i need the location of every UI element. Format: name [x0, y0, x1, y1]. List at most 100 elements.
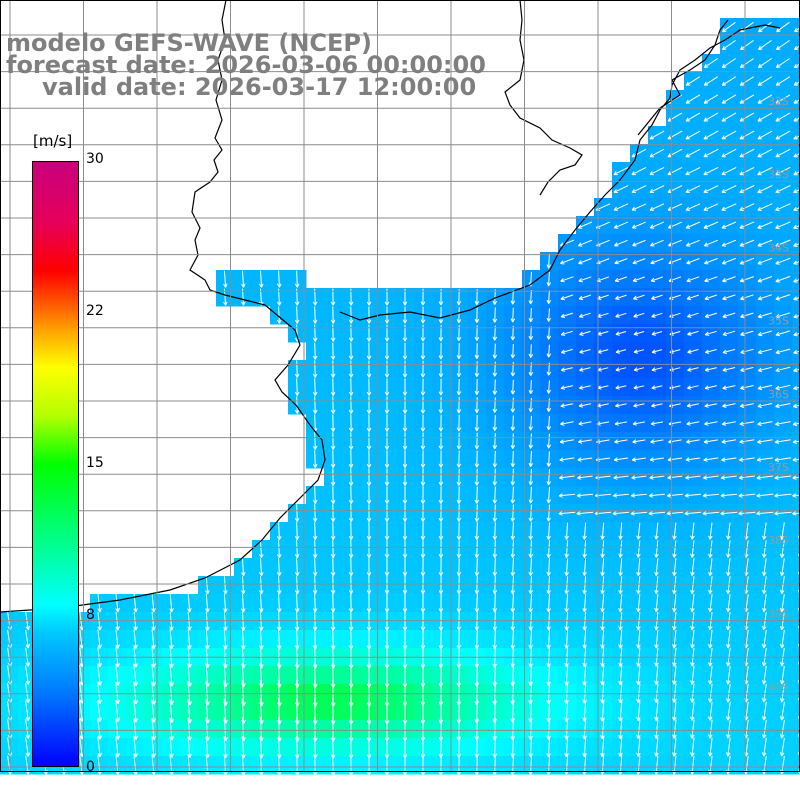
- wind-arrow: [348, 414, 354, 432]
- wind-arrow: [739, 148, 755, 158]
- wind-arrow: [546, 433, 552, 449]
- wind-arrow: [97, 682, 103, 704]
- wind-arrow: [793, 278, 800, 283]
- wind-arrow: [276, 522, 282, 541]
- wind-arrow: [578, 312, 591, 318]
- wind-arrow: [649, 148, 665, 158]
- wind-arrow: [492, 343, 498, 359]
- wind-arrow: [726, 737, 731, 757]
- wind-arrow: [757, 312, 772, 319]
- wind-arrow: [704, 421, 718, 426]
- wind-arrow: [294, 378, 300, 396]
- wind-arrow: [612, 493, 629, 498]
- wind-arrow: [672, 540, 677, 558]
- wind-arrow: [774, 475, 792, 480]
- wind-arrow: [793, 206, 800, 211]
- coastline: [0, 0, 781, 613]
- wind-arrow: [672, 558, 677, 576]
- wind-cell: [792, 738, 800, 757]
- wind-arrow: [636, 576, 641, 595]
- wind-arrow: [654, 683, 659, 703]
- wind-arrow: [474, 593, 480, 613]
- wind-arrow: [650, 276, 664, 283]
- wind-arrow: [546, 326, 552, 340]
- wind-arrow: [687, 385, 699, 390]
- wind-arrow: [560, 421, 574, 426]
- wind-arrow: [366, 504, 372, 523]
- wind-arrow: [726, 522, 731, 540]
- latitude-label: 40S: [768, 681, 789, 694]
- wind-arrow: [739, 239, 755, 247]
- wind-arrow: [312, 540, 318, 559]
- wind-arrow: [312, 342, 318, 360]
- wind-arrow: [474, 576, 480, 595]
- wind-arrow: [330, 486, 336, 505]
- wind-arrow: [649, 166, 665, 176]
- wind-arrow: [615, 385, 627, 390]
- wind-arrow: [739, 221, 755, 229]
- wind-arrow: [757, 294, 773, 301]
- wind-arrow: [721, 148, 737, 158]
- wind-arrow: [739, 457, 755, 462]
- wind-arrow: [721, 76, 737, 86]
- wind-arrow: [384, 414, 390, 432]
- wind-arrow: [115, 629, 120, 649]
- wind-arrow: [294, 558, 300, 577]
- wind-arrow: [241, 558, 246, 577]
- wind-arrow: [672, 701, 677, 721]
- wind-arrow: [546, 451, 552, 467]
- wind-arrow: [564, 540, 569, 558]
- wind-arrow: [793, 385, 800, 391]
- wind-arrow: [366, 558, 372, 577]
- wind-arrow: [757, 76, 773, 86]
- wind-arrow: [793, 367, 800, 373]
- wind-arrow: [546, 253, 552, 269]
- wind-arrow: [564, 629, 569, 649]
- wind-arrow: [612, 511, 630, 516]
- wind-arrow: [420, 504, 426, 522]
- wind-arrow: [438, 414, 444, 432]
- wind-arrow: [636, 665, 641, 685]
- wind-arrow: [528, 451, 534, 468]
- wind-arrow: [348, 540, 354, 559]
- wind-arrow: [757, 330, 772, 337]
- wind-arrow: [420, 593, 426, 613]
- wind-arrow: [474, 486, 480, 504]
- wind-arrow: [721, 439, 737, 444]
- wind-arrow: [402, 486, 408, 504]
- wind-arrow: [294, 306, 300, 324]
- wind-arrow: [559, 439, 574, 444]
- wind-arrow: [775, 203, 791, 211]
- wind-arrow: [97, 700, 103, 722]
- wind-arrow: [779, 683, 785, 703]
- wind-arrow: [384, 342, 390, 360]
- wind-arrow: [528, 289, 534, 305]
- wind-arrow: [722, 403, 736, 408]
- wind-arrow: [685, 112, 701, 122]
- wind-arrow: [330, 522, 336, 541]
- wind-arrow: [420, 486, 426, 504]
- wind-arrow: [775, 421, 791, 427]
- wind-arrow: [690, 683, 695, 703]
- wind-arrow: [510, 558, 516, 577]
- wind-arrow: [685, 130, 701, 140]
- wind-arrow: [708, 594, 713, 613]
- wind-arrow: [739, 76, 755, 86]
- wind-arrow: [366, 432, 372, 450]
- wind-arrow: [775, 94, 791, 104]
- wind-arrow: [672, 665, 677, 685]
- wind-arrow: [366, 450, 372, 468]
- wind-arrow: [633, 385, 645, 390]
- wind-cell: [792, 630, 800, 649]
- wind-arrow: [703, 475, 719, 480]
- wind-arrow: [726, 540, 731, 558]
- wind-arrow: [618, 737, 623, 757]
- wind-arrow: [757, 130, 773, 140]
- wind-arrow: [169, 629, 174, 650]
- wind-arrow: [384, 558, 390, 577]
- wind-arrow: [792, 493, 800, 498]
- wind-arrow: [582, 737, 587, 758]
- wind-arrow: [600, 629, 605, 649]
- wind-arrow: [615, 331, 627, 336]
- wind-arrow: [384, 576, 390, 595]
